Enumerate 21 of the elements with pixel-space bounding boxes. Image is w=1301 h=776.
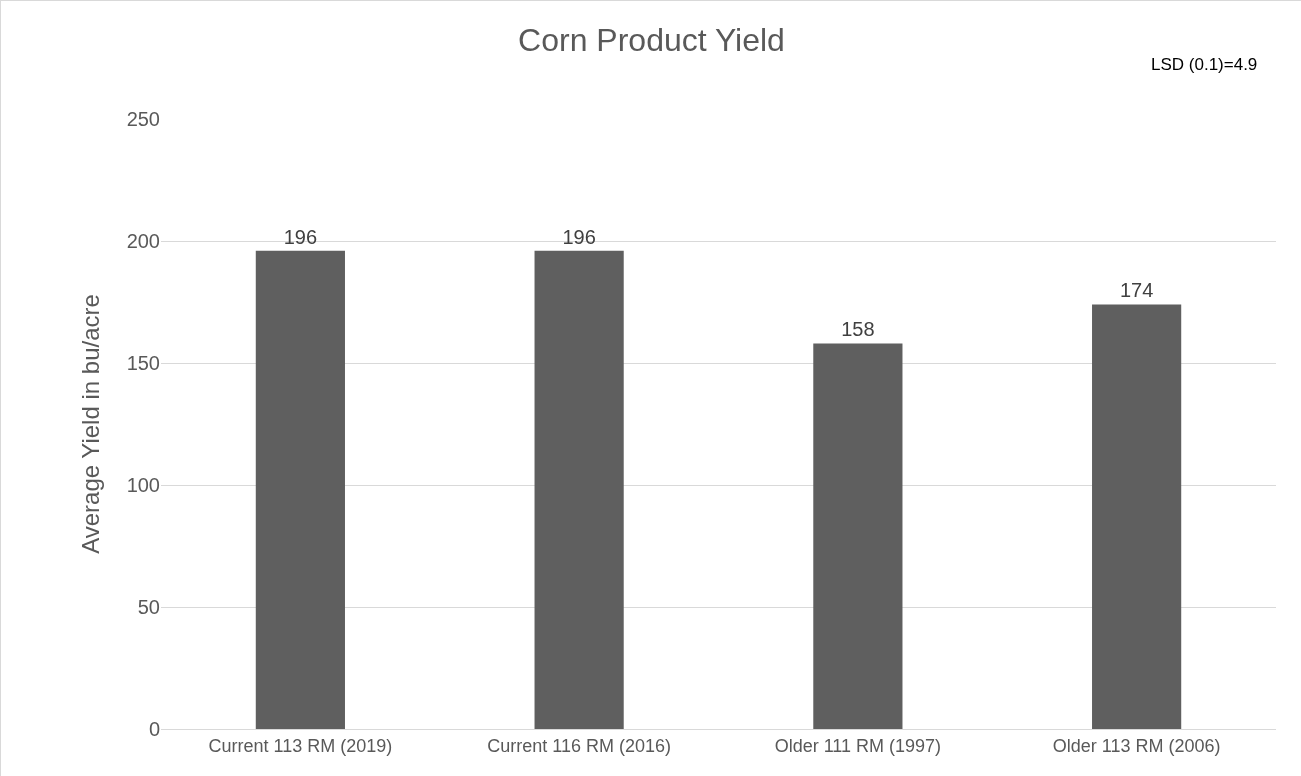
bar [813, 343, 903, 729]
data-label: 196 [562, 225, 596, 248]
text: LSD (0.1)=4.9 [1151, 55, 1258, 74]
data-label: 158 [841, 318, 875, 341]
y-axis-title: Average Yield in bu/acre [76, 294, 104, 554]
x-tick-label: Current 113 RM (2019) [208, 735, 393, 756]
y-tick-label: 150 [126, 352, 160, 374]
y-tick-label: 200 [126, 230, 160, 252]
chart-title: Corn Product Yield [518, 22, 785, 58]
data-label: 174 [1119, 279, 1154, 302]
y-tick-label: 50 [137, 596, 160, 618]
x-tick-label: Older 111 RM (1997) [774, 735, 942, 756]
y-tick-label: 100 [126, 474, 160, 496]
y-tick-label: 250 [126, 108, 160, 130]
y-tick-label: 0 [148, 718, 160, 740]
x-tick-label: Current 116 RM (2016) [487, 735, 672, 756]
bar [534, 250, 624, 729]
x-tick-label: Older 113 RM (2006) [1052, 735, 1221, 756]
data-label: 196 [283, 225, 318, 248]
bar [1092, 304, 1182, 729]
bar [255, 250, 345, 729]
